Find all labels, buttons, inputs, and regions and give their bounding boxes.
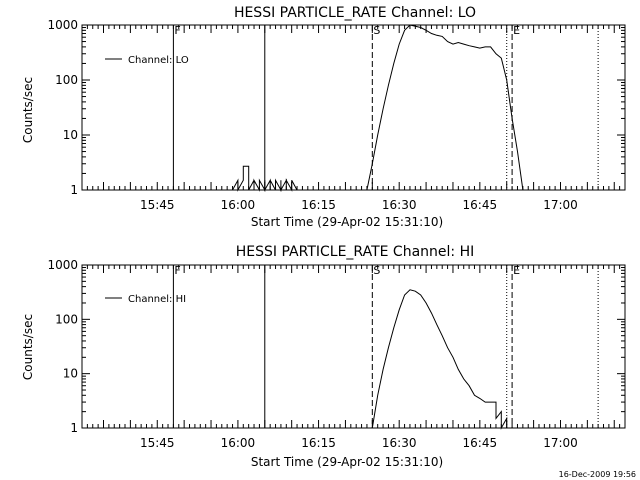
y-tick-label: 1	[70, 421, 78, 435]
marker-label: F	[174, 24, 180, 37]
x-tick-label: 16:00	[221, 436, 256, 450]
x-tick-label: 16:45	[463, 436, 498, 450]
legend-label: Channel: LO	[128, 55, 189, 66]
x-tick-label: 16:30	[382, 198, 417, 212]
series-line	[371, 289, 508, 430]
y-axis-label: Counts/sec	[21, 77, 35, 143]
marker-label: S	[373, 24, 380, 37]
x-tick-label: 15:45	[140, 436, 175, 450]
series-line	[232, 165, 298, 192]
panel-lo: HESSI PARTICLE_RATE Channel: LO Counts/s…	[21, 5, 626, 229]
x-axis-label: Start Time (29-Apr-02 15:31:10)	[251, 455, 443, 469]
plot-frame	[81, 24, 626, 191]
x-tick-label: 16:45	[463, 198, 498, 212]
y-tick-label: 10	[63, 128, 78, 142]
timestamp: 16-Dec-2009 19:56	[559, 470, 636, 479]
x-tick-label: 16:30	[382, 436, 417, 450]
marker-label: E	[513, 264, 520, 277]
chart-title: HESSI PARTICLE_RATE Channel: LO	[234, 5, 476, 21]
x-tick-label: 16:15	[301, 436, 336, 450]
panel-hi: HESSI PARTICLE_RATE Channel: HI Counts/s…	[21, 244, 626, 469]
y-axis-label: Counts/sec	[21, 314, 35, 380]
chart-title: HESSI PARTICLE_RATE Channel: HI	[236, 244, 474, 260]
y-tick-label: 1	[70, 183, 78, 197]
x-tick-label: 17:00	[543, 436, 578, 450]
series-line	[366, 24, 524, 191]
marker-label: S	[373, 264, 380, 277]
y-tick-label: 100	[55, 73, 78, 87]
x-tick-label: 16:00	[221, 198, 256, 212]
marker-label: F	[174, 264, 180, 277]
plot-frame	[81, 264, 626, 429]
y-tick-label: 1000	[47, 18, 78, 32]
x-tick-label: 17:00	[543, 198, 578, 212]
y-tick-label: 1000	[47, 258, 78, 272]
legend-label: Channel: HI	[128, 294, 186, 305]
y-tick-label: 10	[63, 367, 78, 381]
x-axis-label: Start Time (29-Apr-02 15:31:10)	[251, 215, 443, 229]
y-tick-label: 100	[55, 312, 78, 326]
x-tick-label: 15:45	[140, 198, 175, 212]
x-tick-label: 16:15	[301, 198, 336, 212]
marker-label: E	[513, 24, 520, 37]
